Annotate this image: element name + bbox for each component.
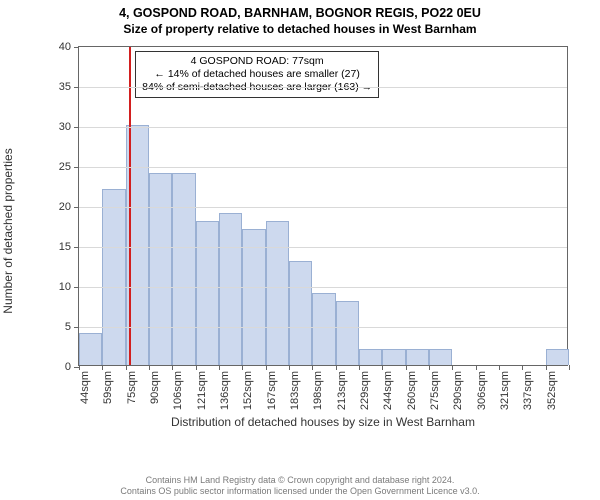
chart: Number of detached properties 4 GOSPOND … xyxy=(48,46,568,416)
xtick-label: 260sqm xyxy=(406,371,418,410)
bar xyxy=(219,213,242,365)
gridline xyxy=(79,127,567,128)
xtick-mark xyxy=(546,365,547,370)
xtick-mark xyxy=(522,365,523,370)
bar xyxy=(172,173,195,365)
xtick-label: 183sqm xyxy=(289,371,301,410)
xtick-mark xyxy=(172,365,173,370)
ytick-label: 35 xyxy=(59,81,71,93)
ytick-mark xyxy=(74,47,79,48)
ytick-mark xyxy=(74,127,79,128)
xtick-label: 106sqm xyxy=(172,371,184,410)
xtick-mark xyxy=(336,365,337,370)
xtick-label: 121sqm xyxy=(196,371,208,410)
xtick-mark xyxy=(359,365,360,370)
annotation-line: 4 GOSPOND ROAD: 77sqm xyxy=(142,55,372,68)
bar xyxy=(102,189,125,365)
xtick-label: 275sqm xyxy=(429,371,441,410)
bar xyxy=(289,261,312,365)
bar xyxy=(336,301,359,365)
xtick-mark xyxy=(126,365,127,370)
gridline xyxy=(79,207,567,208)
bar xyxy=(429,349,452,365)
xtick-label: 152sqm xyxy=(242,371,254,410)
ytick-mark xyxy=(74,247,79,248)
annotation-box: 4 GOSPOND ROAD: 77sqm← 14% of detached h… xyxy=(135,51,379,98)
bar xyxy=(266,221,289,365)
gridline xyxy=(79,287,567,288)
ytick-mark xyxy=(74,207,79,208)
xtick-label: 352sqm xyxy=(546,371,558,410)
xtick-label: 321sqm xyxy=(499,371,511,410)
xtick-label: 59sqm xyxy=(102,371,114,404)
title-block: 4, GOSPOND ROAD, BARNHAM, BOGNOR REGIS, … xyxy=(0,0,600,36)
xtick-mark xyxy=(499,365,500,370)
bar xyxy=(406,349,429,365)
xtick-mark xyxy=(452,365,453,370)
xtick-label: 136sqm xyxy=(219,371,231,410)
xtick-mark xyxy=(102,365,103,370)
bar xyxy=(196,221,219,365)
plot-area: 4 GOSPOND ROAD: 77sqm← 14% of detached h… xyxy=(78,46,568,366)
xtick-mark xyxy=(79,365,80,370)
gridline xyxy=(79,327,567,328)
xtick-label: 337sqm xyxy=(522,371,534,410)
bar xyxy=(382,349,405,365)
ytick-mark xyxy=(74,167,79,168)
ytick-label: 10 xyxy=(59,281,71,293)
xtick-label: 198sqm xyxy=(312,371,324,410)
xtick-mark xyxy=(242,365,243,370)
xtick-mark xyxy=(569,365,570,370)
ytick-label: 40 xyxy=(59,41,71,53)
xtick-mark xyxy=(219,365,220,370)
y-axis-label: Number of detached properties xyxy=(1,148,15,313)
xtick-mark xyxy=(406,365,407,370)
xtick-mark xyxy=(196,365,197,370)
xtick-mark xyxy=(382,365,383,370)
gridline xyxy=(79,167,567,168)
bar xyxy=(149,173,172,365)
bar xyxy=(242,229,265,365)
xtick-mark xyxy=(429,365,430,370)
page-subtitle: Size of property relative to detached ho… xyxy=(0,22,600,36)
xtick-label: 213sqm xyxy=(336,371,348,410)
ytick-mark xyxy=(74,87,79,88)
ytick-label: 5 xyxy=(65,321,71,333)
ytick-label: 0 xyxy=(65,361,71,373)
xtick-label: 75sqm xyxy=(126,371,138,404)
xtick-label: 290sqm xyxy=(452,371,464,410)
gridline xyxy=(79,87,567,88)
xtick-label: 90sqm xyxy=(149,371,161,404)
bar xyxy=(546,349,569,365)
reference-line xyxy=(129,47,131,365)
footer-line: Contains OS public sector information li… xyxy=(0,486,600,497)
xtick-label: 229sqm xyxy=(359,371,371,410)
page-title: 4, GOSPOND ROAD, BARNHAM, BOGNOR REGIS, … xyxy=(0,6,600,20)
ytick-label: 30 xyxy=(59,121,71,133)
xtick-label: 167sqm xyxy=(266,371,278,410)
ytick-label: 20 xyxy=(59,201,71,213)
ytick-label: 25 xyxy=(59,161,71,173)
ytick-mark xyxy=(74,327,79,328)
ytick-label: 15 xyxy=(59,241,71,253)
xtick-label: 44sqm xyxy=(79,371,91,404)
ytick-mark xyxy=(74,287,79,288)
footer: Contains HM Land Registry data © Crown c… xyxy=(0,475,600,498)
xtick-label: 306sqm xyxy=(476,371,488,410)
bar xyxy=(312,293,335,365)
xtick-mark xyxy=(266,365,267,370)
bar xyxy=(79,333,102,365)
x-axis-label: Distribution of detached houses by size … xyxy=(171,415,475,429)
xtick-mark xyxy=(149,365,150,370)
xtick-mark xyxy=(289,365,290,370)
xtick-label: 244sqm xyxy=(382,371,394,410)
xtick-mark xyxy=(476,365,477,370)
footer-line: Contains HM Land Registry data © Crown c… xyxy=(0,475,600,486)
annotation-line: ← 14% of detached houses are smaller (27… xyxy=(142,68,372,81)
gridline xyxy=(79,247,567,248)
bar xyxy=(359,349,382,365)
xtick-mark xyxy=(312,365,313,370)
